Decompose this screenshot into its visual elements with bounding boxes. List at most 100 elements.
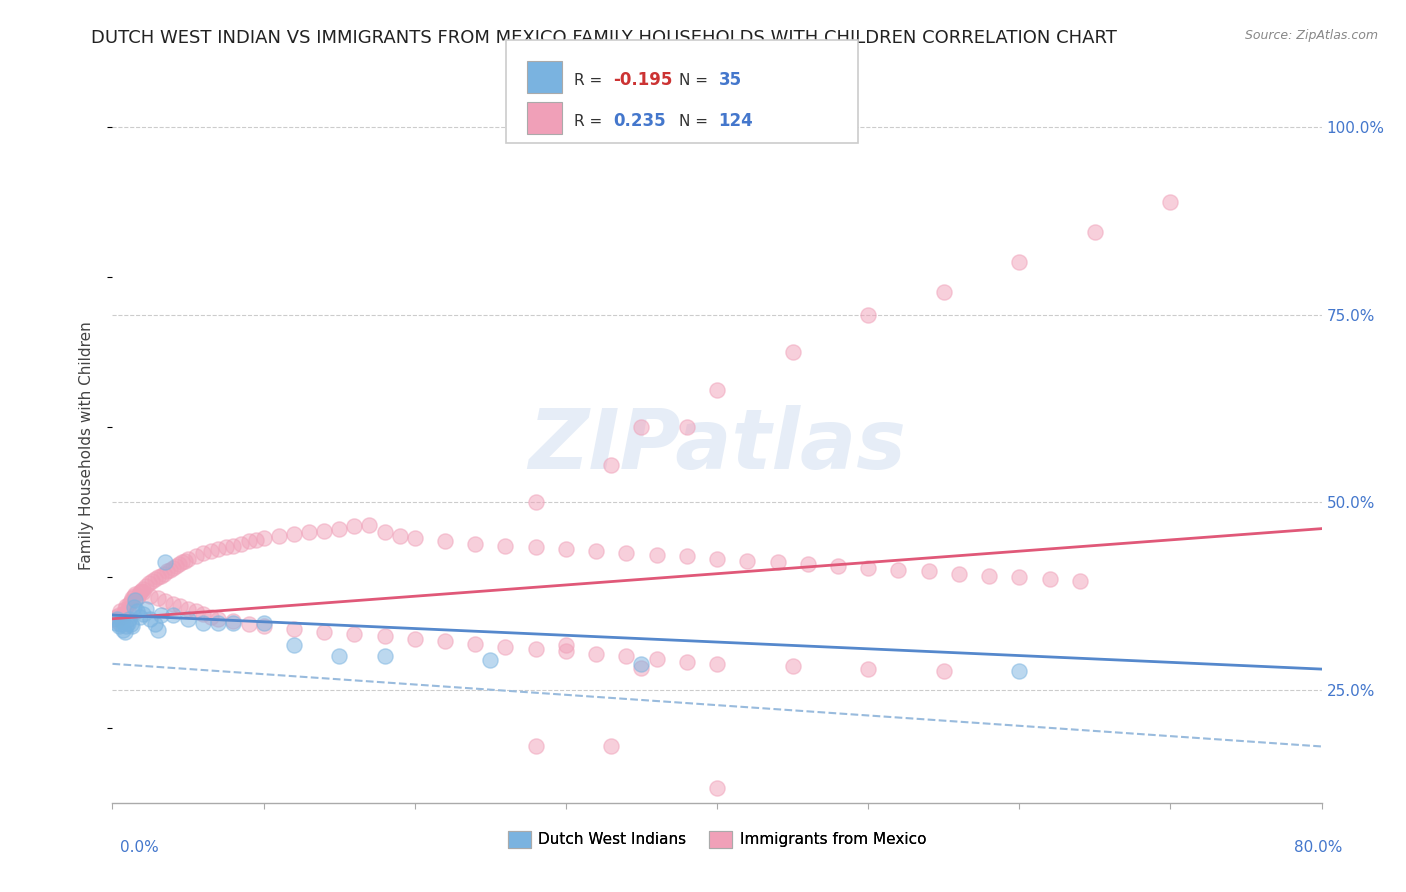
Point	[155, 594, 177, 608]
Point	[328, 522, 350, 536]
Text: R =: R =	[574, 72, 607, 87]
Point	[165, 559, 187, 574]
Point	[169, 599, 191, 613]
Point	[132, 585, 155, 599]
Text: R =: R =	[574, 114, 607, 129]
Point	[918, 565, 941, 579]
Point	[207, 612, 229, 626]
Point	[887, 563, 910, 577]
Point	[153, 566, 176, 581]
Point	[120, 594, 142, 608]
Point	[141, 574, 163, 589]
Point	[932, 665, 955, 679]
Point	[585, 647, 607, 661]
Text: DUTCH WEST INDIAN VS IMMIGRANTS FROM MEXICO FAMILY HOUSEHOLDS WITH CHILDREN CORR: DUTCH WEST INDIAN VS IMMIGRANTS FROM MEX…	[91, 29, 1118, 46]
Point	[585, 544, 607, 558]
Point	[645, 651, 668, 665]
Point	[374, 629, 396, 643]
Point	[125, 591, 148, 606]
Point	[1159, 194, 1181, 209]
Point	[159, 563, 181, 577]
Point	[495, 539, 517, 553]
Point	[706, 657, 728, 671]
Point	[222, 614, 245, 628]
Point	[191, 607, 214, 621]
Point	[630, 420, 652, 434]
Point	[856, 561, 880, 575]
Point	[110, 614, 132, 628]
Text: ZIPatlas: ZIPatlas	[529, 406, 905, 486]
Point	[1084, 225, 1107, 239]
Point	[675, 655, 697, 669]
Point	[630, 657, 652, 671]
Point	[267, 529, 290, 543]
Point	[105, 614, 128, 628]
Point	[495, 640, 517, 654]
Point	[737, 554, 759, 568]
Point	[184, 549, 207, 564]
Point	[314, 524, 336, 538]
Point	[143, 572, 166, 586]
Legend: Dutch West Indians, Immigrants from Mexico: Dutch West Indians, Immigrants from Mexi…	[502, 825, 932, 854]
Point	[328, 649, 350, 664]
Point	[796, 557, 818, 571]
Point	[155, 556, 177, 570]
Point	[856, 662, 880, 676]
Point	[117, 615, 139, 630]
Text: N =: N =	[679, 114, 713, 129]
Point	[104, 609, 127, 624]
Point	[433, 634, 456, 648]
Point	[283, 527, 305, 541]
Point	[121, 591, 143, 606]
Point	[117, 602, 139, 616]
Point	[645, 548, 668, 562]
Point	[630, 660, 652, 674]
Point	[132, 582, 155, 596]
Point	[856, 308, 880, 322]
Point	[782, 659, 804, 673]
Point	[149, 569, 172, 583]
Point	[146, 570, 169, 584]
Point	[162, 597, 184, 611]
Point	[343, 519, 366, 533]
Point	[191, 546, 214, 560]
Point	[138, 576, 160, 591]
Point	[359, 517, 381, 532]
Point	[103, 612, 125, 626]
Point	[675, 549, 697, 564]
Text: 35: 35	[718, 71, 741, 89]
Point	[118, 597, 141, 611]
Point	[177, 551, 200, 566]
Point	[245, 533, 267, 547]
Point	[104, 615, 127, 630]
Point	[314, 624, 336, 639]
Point	[129, 584, 152, 599]
Point	[135, 602, 157, 616]
Point	[200, 609, 222, 624]
Point	[827, 559, 849, 574]
Point	[948, 566, 970, 581]
Point	[1008, 255, 1031, 269]
Point	[108, 617, 131, 632]
Point	[433, 534, 456, 549]
Point	[135, 579, 157, 593]
Point	[162, 607, 184, 622]
Point	[298, 525, 321, 540]
Point	[554, 541, 576, 556]
Point	[128, 609, 150, 624]
Point	[554, 644, 576, 658]
Point	[388, 529, 411, 543]
Point	[170, 556, 193, 570]
Y-axis label: Family Households with Children: Family Households with Children	[79, 322, 94, 570]
Point	[124, 587, 146, 601]
Point	[215, 541, 238, 555]
Point	[464, 536, 486, 550]
Point	[132, 607, 155, 621]
Point	[146, 623, 169, 637]
Point	[1008, 665, 1031, 679]
Point	[374, 525, 396, 540]
Point	[238, 617, 260, 632]
Point	[143, 617, 166, 632]
Point	[127, 589, 149, 603]
Text: 0.235: 0.235	[613, 112, 665, 130]
